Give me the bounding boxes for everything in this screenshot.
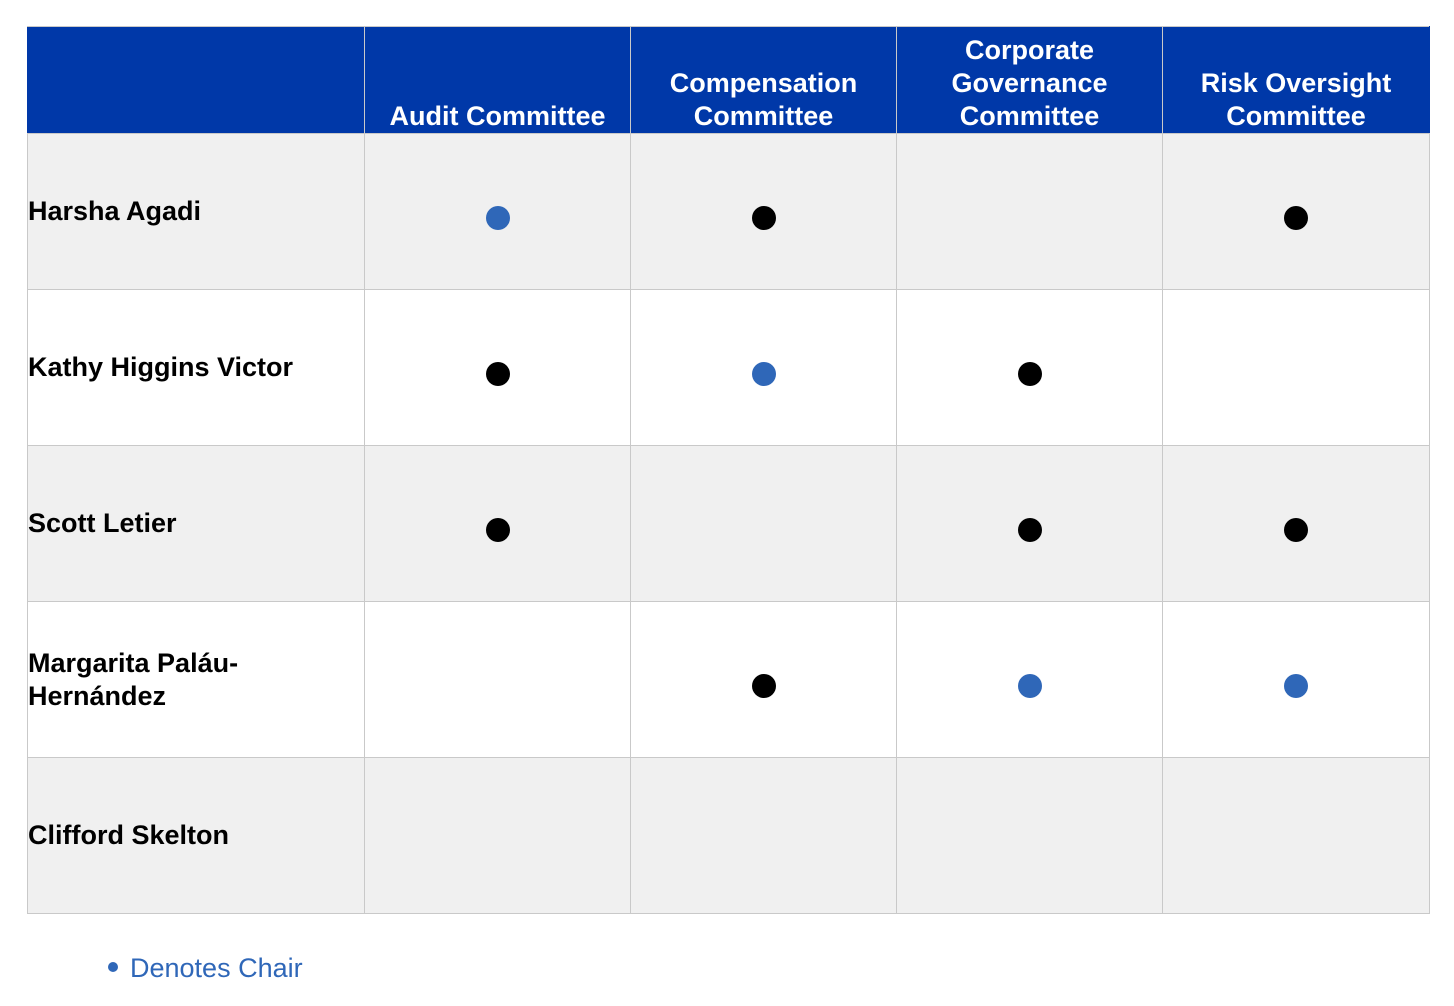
committee-membership-table: Audit Committee Compensation Committee C… bbox=[27, 26, 1430, 914]
director-name: Kathy Higgins Victor bbox=[27, 289, 365, 446]
member-dot-icon bbox=[1284, 518, 1308, 542]
membership-cell bbox=[630, 445, 897, 602]
chair-dot-icon bbox=[1284, 674, 1308, 698]
member-dot-icon bbox=[1017, 362, 1042, 386]
membership-cell bbox=[364, 133, 631, 290]
membership-cell bbox=[364, 601, 631, 758]
director-name: Clifford Skelton bbox=[27, 757, 365, 914]
membership-cell bbox=[896, 133, 1163, 290]
legend: Denotes Chair bbox=[108, 950, 303, 986]
chair-dot-icon bbox=[108, 961, 118, 972]
membership-cell bbox=[896, 445, 1163, 602]
header-compensation-committee: Compensation Committee bbox=[630, 26, 897, 134]
membership-cell bbox=[896, 757, 1163, 914]
legend-label: Denotes Chair bbox=[130, 953, 303, 983]
header-row: Audit Committee Compensation Committee C… bbox=[27, 26, 1430, 134]
membership-cell bbox=[1162, 289, 1430, 446]
header-corporate-governance-committee: Corporate Governance Committee bbox=[896, 26, 1163, 134]
member-dot-icon bbox=[1017, 518, 1042, 542]
membership-cell bbox=[1162, 601, 1430, 758]
member-dot-icon bbox=[1284, 206, 1308, 230]
membership-cell bbox=[1162, 133, 1430, 290]
table-row: Harsha Agadi bbox=[27, 133, 1430, 290]
table-row: Clifford Skelton bbox=[27, 757, 1430, 914]
membership-cell bbox=[896, 289, 1163, 446]
member-dot-icon bbox=[485, 362, 510, 386]
membership-cell bbox=[630, 289, 897, 446]
membership-cell bbox=[896, 601, 1163, 758]
header-audit-committee: Audit Committee bbox=[364, 26, 631, 134]
chair-dot-icon bbox=[485, 206, 510, 230]
member-dot-icon bbox=[751, 206, 776, 230]
director-name: Margarita Paláu-Hernández bbox=[27, 601, 365, 758]
chair-dot-icon bbox=[751, 362, 776, 386]
membership-cell bbox=[364, 757, 631, 914]
header-risk-oversight-committee: Risk Oversight Committee bbox=[1162, 26, 1430, 134]
table-row: Scott Letier bbox=[27, 445, 1430, 602]
membership-cell bbox=[364, 289, 631, 446]
membership-cell bbox=[364, 445, 631, 602]
table-row: Margarita Paláu-Hernández bbox=[27, 601, 1430, 758]
membership-cell bbox=[1162, 757, 1430, 914]
membership-cell bbox=[630, 757, 897, 914]
membership-cell bbox=[630, 601, 897, 758]
director-name: Scott Letier bbox=[27, 445, 365, 602]
member-dot-icon bbox=[751, 674, 776, 698]
director-name: Harsha Agadi bbox=[27, 133, 365, 290]
membership-cell bbox=[1162, 445, 1430, 602]
membership-cell bbox=[630, 133, 897, 290]
header-corner bbox=[27, 26, 365, 134]
member-dot-icon bbox=[485, 518, 510, 542]
table-row: Kathy Higgins Victor bbox=[27, 289, 1430, 446]
chair-dot-icon bbox=[1017, 674, 1042, 698]
